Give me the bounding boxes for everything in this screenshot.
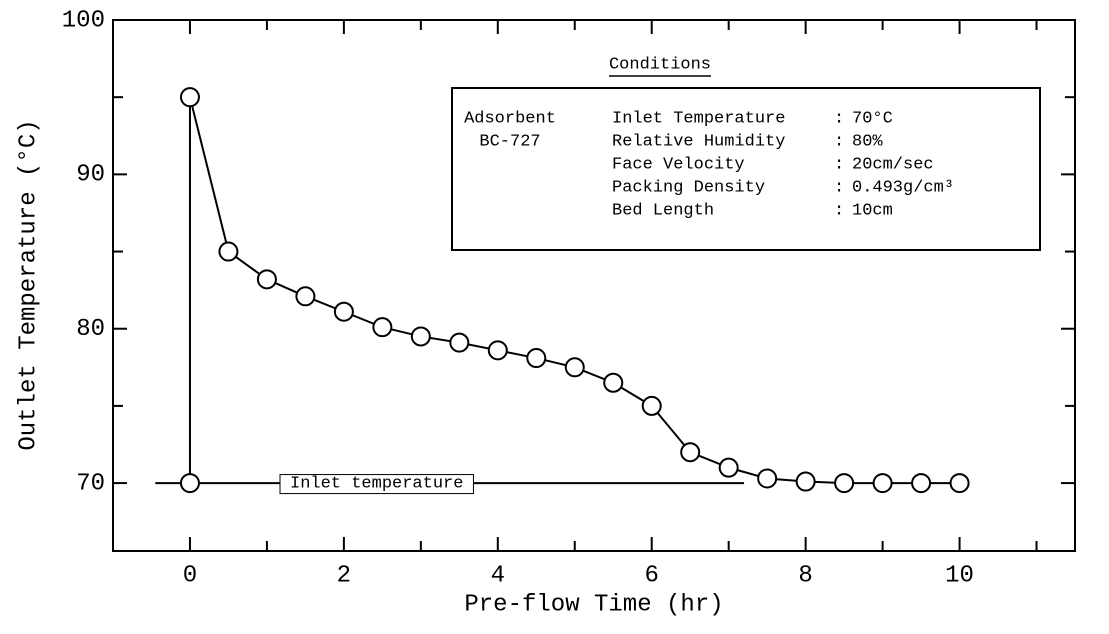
condition-separator: : bbox=[834, 109, 844, 128]
condition-key: Bed Length bbox=[612, 201, 714, 220]
point bbox=[911, 473, 932, 494]
y-tick-label: 90 bbox=[76, 162, 105, 189]
condition-separator: : bbox=[834, 155, 844, 174]
conditions-box bbox=[451, 87, 1041, 251]
point bbox=[295, 286, 316, 307]
x-tick-label: 0 bbox=[183, 562, 197, 589]
y-tick-label: 70 bbox=[76, 470, 105, 497]
x-tick-label: 8 bbox=[798, 562, 812, 589]
point bbox=[949, 473, 970, 494]
point bbox=[526, 348, 547, 369]
point bbox=[872, 473, 893, 494]
condition-key: Inlet Temperature bbox=[612, 109, 785, 128]
point bbox=[603, 372, 624, 393]
point bbox=[718, 457, 739, 478]
point bbox=[680, 442, 701, 463]
x-tick-label: 6 bbox=[645, 562, 659, 589]
condition-key: Face Velocity bbox=[612, 155, 745, 174]
point bbox=[795, 471, 816, 492]
condition-separator: : bbox=[834, 178, 844, 197]
x-axis-label: Pre-flow Time (hr) bbox=[464, 591, 723, 618]
x-tick-label: 4 bbox=[491, 562, 505, 589]
point bbox=[564, 357, 585, 378]
condition-key: Packing Density bbox=[612, 178, 765, 197]
condition-value: 80% bbox=[852, 132, 883, 151]
y-tick-label: 100 bbox=[62, 7, 105, 34]
adsorbent-label: Adsorbent bbox=[464, 109, 556, 128]
point bbox=[757, 468, 778, 489]
inlet-point bbox=[179, 473, 200, 494]
point bbox=[218, 241, 239, 262]
x-tick-label: 2 bbox=[337, 562, 351, 589]
point bbox=[834, 473, 855, 494]
x-tick-label: 10 bbox=[945, 562, 974, 589]
plot-frame bbox=[112, 19, 1076, 552]
conditions-title: Conditions bbox=[609, 55, 711, 74]
condition-value: 70°C bbox=[852, 109, 893, 128]
inlet-label: Inlet temperature bbox=[290, 475, 463, 494]
condition-key: Relative Humidity bbox=[612, 132, 785, 151]
point bbox=[641, 395, 662, 416]
condition-value: 10cm bbox=[852, 201, 893, 220]
point bbox=[256, 269, 277, 290]
y-tick-label: 80 bbox=[76, 316, 105, 343]
condition-separator: : bbox=[834, 132, 844, 151]
adsorbent-value: BC-727 bbox=[479, 132, 540, 151]
point bbox=[487, 340, 508, 361]
point bbox=[410, 326, 431, 347]
condition-value: 0.493g/cm³ bbox=[852, 178, 954, 197]
point bbox=[179, 87, 200, 108]
y-axis-label: Outlet Temperature (°C) bbox=[15, 119, 42, 450]
point bbox=[333, 301, 354, 322]
point bbox=[372, 317, 393, 338]
point bbox=[449, 332, 470, 353]
inlet-label-bg bbox=[279, 474, 474, 495]
condition-value: 20cm/sec bbox=[852, 155, 934, 174]
condition-separator: : bbox=[834, 201, 844, 220]
